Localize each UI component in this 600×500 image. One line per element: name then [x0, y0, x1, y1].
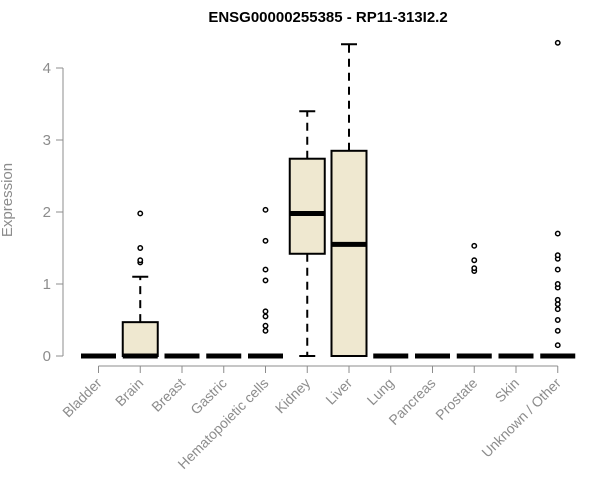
y-tick-label: 3	[43, 132, 51, 149]
outlier-point	[137, 210, 144, 217]
x-tick-label: Breast	[148, 375, 188, 415]
box-unknown-other	[540, 39, 576, 359]
y-tick-label: 1	[43, 276, 51, 293]
outlier-point	[554, 317, 561, 323]
outlier-point	[554, 296, 561, 303]
box-hematopoietic-cells	[248, 206, 283, 359]
y-axis-label: Expression	[0, 163, 16, 237]
x-tick-label: Bladder	[59, 375, 105, 421]
outlier-point	[262, 206, 269, 213]
x-tick-label: Unknown / Other	[478, 375, 564, 461]
chart-title: ENSG00000255385 - RP11-313I2.2	[208, 9, 447, 26]
x-tick-label: Kidney	[272, 375, 314, 417]
outlier-point	[137, 257, 144, 264]
outlier-point	[262, 313, 269, 320]
box-body	[288, 157, 326, 255]
box-brain	[121, 210, 159, 359]
outlier-point	[262, 308, 269, 315]
y-tick-label: 4	[43, 60, 51, 77]
outlier-point	[554, 39, 561, 46]
outlier-point	[262, 277, 269, 284]
outlier-point	[554, 266, 561, 273]
box-body	[330, 149, 368, 357]
outlier-point	[554, 342, 561, 349]
outlier-point	[262, 322, 269, 329]
outlier-point	[262, 237, 269, 244]
y-tick-label: 2	[43, 204, 51, 221]
x-tick-label: Brain	[112, 375, 146, 409]
outlier-point	[471, 257, 478, 264]
box-liver	[330, 43, 368, 357]
box-prostate	[456, 242, 492, 359]
outlier-point	[554, 252, 561, 259]
outlier-point	[262, 327, 269, 334]
outlier-point	[137, 245, 144, 251]
x-tick-label: Skin	[492, 375, 523, 406]
outlier-point	[262, 266, 269, 273]
box-series	[81, 39, 576, 359]
x-tick-label: Prostate	[432, 375, 480, 423]
x-tick-label: Lung	[364, 375, 397, 408]
outlier-point	[554, 281, 561, 287]
x-tick-label: Liver	[322, 375, 355, 408]
box-kidney	[288, 110, 326, 357]
outlier-point	[554, 230, 561, 237]
outlier-point	[471, 265, 478, 272]
outlier-point	[554, 327, 561, 334]
y-axis: 0 1 2 3 4	[43, 60, 64, 365]
y-tick-label: 0	[43, 348, 51, 365]
outlier-point	[554, 306, 561, 313]
outlier-point	[471, 242, 478, 249]
box-body	[121, 321, 159, 358]
